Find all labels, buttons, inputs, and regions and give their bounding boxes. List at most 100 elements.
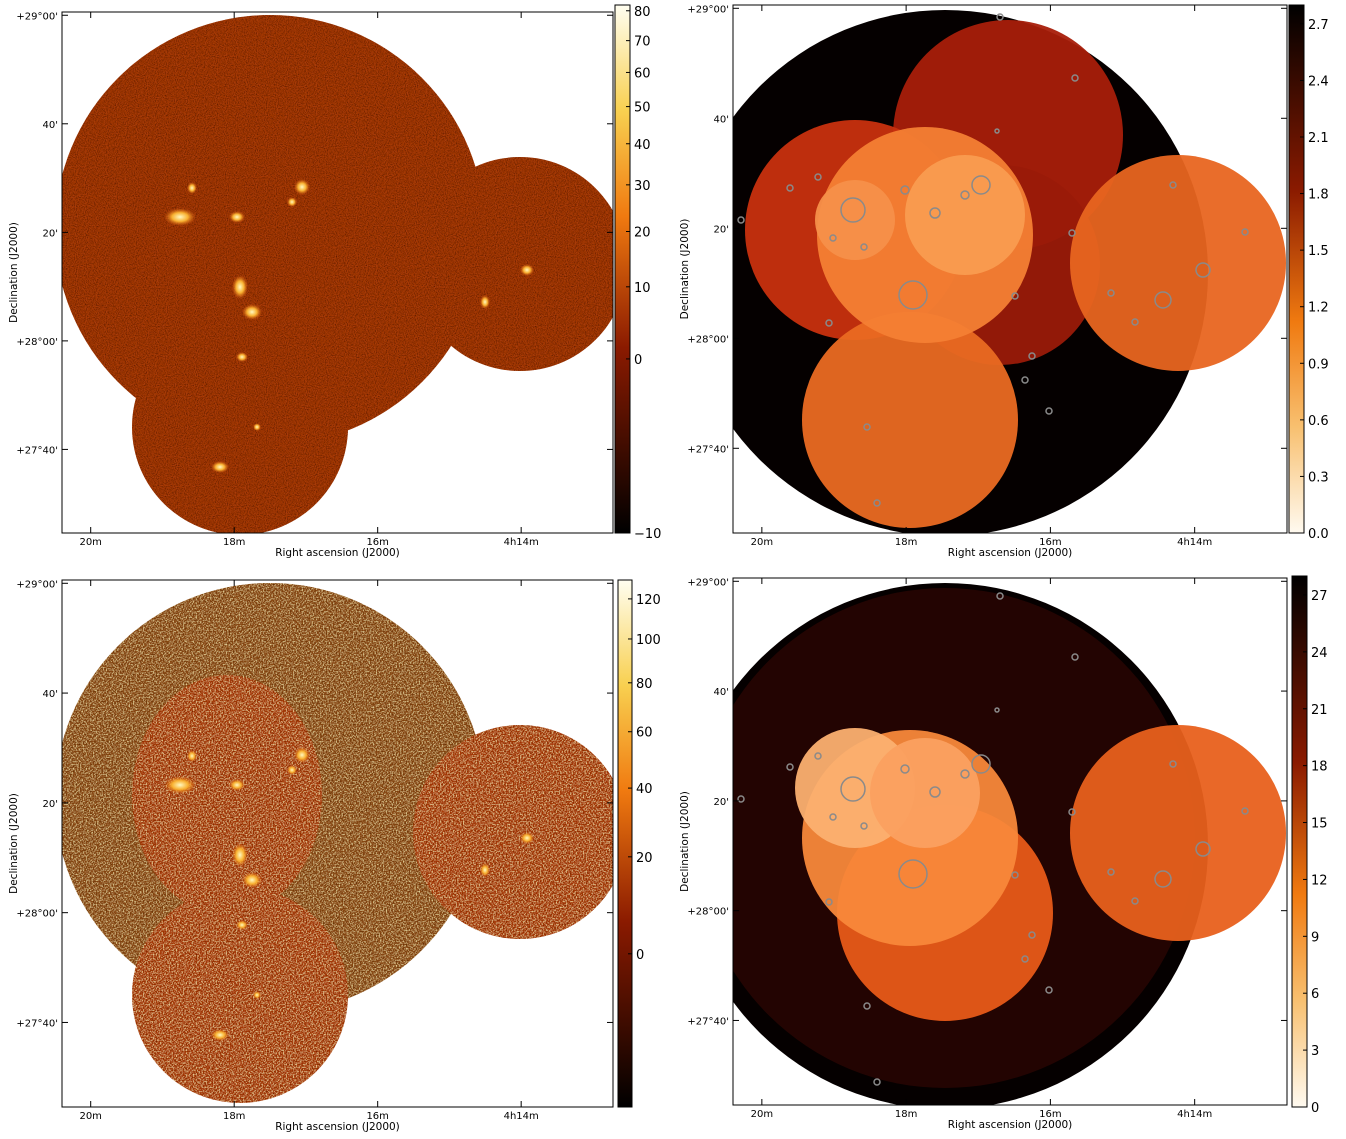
contour bbox=[1107, 289, 1115, 297]
source bbox=[164, 208, 196, 226]
colorbar-tick-label: 21 bbox=[1311, 703, 1328, 718]
colorbar-tick-label: 60 bbox=[634, 66, 651, 81]
contour bbox=[786, 763, 794, 771]
field bbox=[1070, 155, 1286, 371]
contour bbox=[971, 754, 991, 774]
panel: 20m 18m 16m 4h14m +29°00' 40' 20' +28°00' +27°40… bbox=[679, 575, 1328, 1131]
colorbar bbox=[614, 4, 631, 534]
axes-frame bbox=[732, 577, 1288, 1106]
colorbar-tick-label: 20 bbox=[634, 225, 651, 240]
contour bbox=[863, 1002, 871, 1010]
y-tick-label: +27°40' bbox=[687, 444, 729, 455]
colorbar-tick-label: 0 bbox=[634, 353, 642, 368]
y-tick-label: 20' bbox=[714, 224, 729, 235]
contour bbox=[1154, 870, 1172, 888]
colorbar-tick-label: 20 bbox=[636, 851, 653, 866]
source bbox=[253, 991, 261, 999]
image bbox=[733, 10, 1286, 533]
x-tick-label: 16m bbox=[1039, 1109, 1061, 1120]
source bbox=[294, 179, 310, 195]
panel: 20m 18m 16m 4h14m +29°00' 40' 20' +28°00' +27°40… bbox=[8, 579, 661, 1133]
y-tick-label: 40' bbox=[714, 687, 729, 698]
contour bbox=[1195, 262, 1211, 278]
axes-frame bbox=[732, 4, 1288, 534]
colorbar-tick-label: 100 bbox=[636, 633, 661, 648]
source bbox=[242, 872, 262, 888]
colorbar-tick-label: 60 bbox=[636, 726, 653, 741]
y-axis-label: Declination (J2000) bbox=[8, 793, 20, 894]
contour bbox=[994, 707, 1000, 713]
contour bbox=[873, 1078, 881, 1086]
contour bbox=[900, 185, 910, 195]
contour bbox=[873, 499, 881, 507]
panel: 20m 18m 16m 4h14m +29°00' 40' 20' +28°00' +27°40… bbox=[679, 4, 1329, 559]
contour bbox=[1021, 376, 1029, 384]
contour bbox=[960, 769, 970, 779]
coverage-map bbox=[733, 583, 1286, 1105]
colorbar bbox=[617, 579, 633, 1108]
source bbox=[229, 211, 245, 223]
colorbar-tick-label: 1.2 bbox=[1308, 301, 1329, 316]
source bbox=[236, 352, 248, 362]
contour bbox=[1011, 292, 1019, 300]
sources bbox=[164, 747, 534, 1041]
contour bbox=[860, 822, 868, 830]
colorbar-tick-label: 2.4 bbox=[1308, 74, 1329, 89]
x-tick-label: 4h14m bbox=[1177, 537, 1212, 548]
colorbar-tick-label: 0.9 bbox=[1308, 357, 1329, 372]
x-tick-label: 20m bbox=[79, 537, 101, 548]
colorbar-tick-label: 0 bbox=[636, 948, 644, 963]
colorbar-tick-label: 1.8 bbox=[1308, 188, 1329, 203]
y-tick-label: 20' bbox=[714, 797, 729, 808]
field bbox=[62, 15, 485, 445]
contour bbox=[1028, 931, 1036, 939]
contour bbox=[929, 207, 941, 219]
y-tick-label: 40' bbox=[43, 689, 58, 700]
source bbox=[164, 776, 196, 794]
colorbar-tick-label: 120 bbox=[636, 593, 661, 608]
source bbox=[480, 863, 490, 877]
contour bbox=[1068, 808, 1076, 816]
colorbar-tick-label: 0.0 bbox=[1308, 527, 1329, 542]
colorbar-tick-label: 15 bbox=[1311, 817, 1328, 832]
colorbar-tick-label: 0.6 bbox=[1308, 414, 1329, 429]
colorbar-tick-label: 10 bbox=[634, 281, 651, 296]
contour bbox=[1071, 74, 1079, 82]
contour bbox=[1068, 229, 1076, 237]
contour bbox=[737, 216, 745, 224]
y-tick-label: 20' bbox=[43, 228, 58, 239]
colorbar bbox=[1291, 575, 1308, 1108]
colorbar-tick-label: 0 bbox=[1311, 1101, 1319, 1116]
contour bbox=[1107, 868, 1115, 876]
source bbox=[287, 197, 297, 207]
field bbox=[815, 180, 895, 260]
source bbox=[236, 920, 248, 930]
colorbar-tick-label: 2.7 bbox=[1308, 18, 1329, 33]
field bbox=[132, 887, 348, 1103]
x-tick-label: 16m bbox=[366, 1111, 388, 1122]
x-axis-label: Right ascension (J2000) bbox=[275, 547, 400, 559]
colorbar-tick-label: 9 bbox=[1311, 930, 1319, 945]
colorbar-tick-label: 12 bbox=[1311, 873, 1328, 888]
colorbar-tick-label: 24 bbox=[1311, 646, 1328, 661]
colorbar-tick-label: −10 bbox=[634, 527, 661, 542]
source bbox=[187, 750, 197, 762]
contour bbox=[1011, 871, 1019, 879]
colorbar-tick-label: 18 bbox=[1311, 760, 1328, 775]
contour bbox=[825, 319, 833, 327]
colorbar-tick-label: 50 bbox=[634, 101, 651, 116]
contour bbox=[1028, 352, 1036, 360]
contour bbox=[829, 234, 837, 242]
contours bbox=[737, 592, 1249, 1086]
y-axis-label: Declination (J2000) bbox=[679, 791, 691, 892]
colorbar-tick-label: 0.3 bbox=[1308, 470, 1329, 485]
axes-frame bbox=[61, 579, 614, 1108]
contours bbox=[737, 13, 1249, 507]
source bbox=[480, 295, 490, 309]
contour bbox=[1169, 181, 1177, 189]
x-tick-label: 18m bbox=[895, 1109, 917, 1120]
colorbar-tick-label: 1.5 bbox=[1308, 244, 1329, 259]
x-tick-label: 18m bbox=[895, 537, 917, 548]
image bbox=[62, 583, 613, 1103]
field bbox=[905, 155, 1025, 275]
